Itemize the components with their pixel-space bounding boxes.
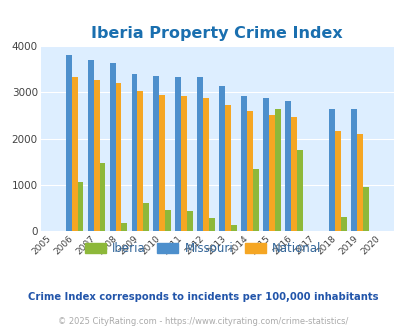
Bar: [175, 77, 181, 231]
Bar: [131, 74, 137, 231]
Bar: [77, 182, 83, 231]
Bar: [296, 150, 302, 231]
Bar: [203, 98, 209, 231]
Bar: [219, 86, 225, 231]
Bar: [159, 95, 165, 231]
Text: © 2025 CityRating.com - https://www.cityrating.com/crime-statistics/: © 2025 CityRating.com - https://www.city…: [58, 317, 347, 326]
Bar: [247, 111, 252, 231]
Title: Iberia Property Crime Index: Iberia Property Crime Index: [91, 26, 342, 41]
Bar: [99, 163, 105, 231]
Bar: [362, 187, 368, 231]
Legend: Iberia, Missouri, National: Iberia, Missouri, National: [80, 237, 325, 260]
Bar: [350, 109, 356, 231]
Bar: [109, 63, 115, 231]
Bar: [340, 217, 346, 231]
Bar: [137, 91, 143, 231]
Bar: [165, 210, 171, 231]
Bar: [181, 96, 187, 231]
Bar: [356, 134, 362, 231]
Bar: [269, 115, 274, 231]
Bar: [143, 203, 149, 231]
Bar: [209, 217, 215, 231]
Bar: [187, 211, 193, 231]
Bar: [115, 83, 121, 231]
Bar: [262, 98, 269, 231]
Bar: [274, 109, 280, 231]
Text: Crime Index corresponds to incidents per 100,000 inhabitants: Crime Index corresponds to incidents per…: [28, 292, 377, 302]
Bar: [230, 224, 237, 231]
Bar: [87, 60, 93, 231]
Bar: [71, 77, 77, 231]
Bar: [225, 105, 230, 231]
Bar: [334, 131, 340, 231]
Bar: [197, 77, 203, 231]
Bar: [252, 169, 258, 231]
Bar: [284, 101, 290, 231]
Bar: [93, 80, 99, 231]
Bar: [153, 76, 159, 231]
Bar: [66, 54, 71, 231]
Bar: [241, 96, 247, 231]
Bar: [121, 223, 127, 231]
Bar: [290, 117, 296, 231]
Bar: [328, 109, 334, 231]
